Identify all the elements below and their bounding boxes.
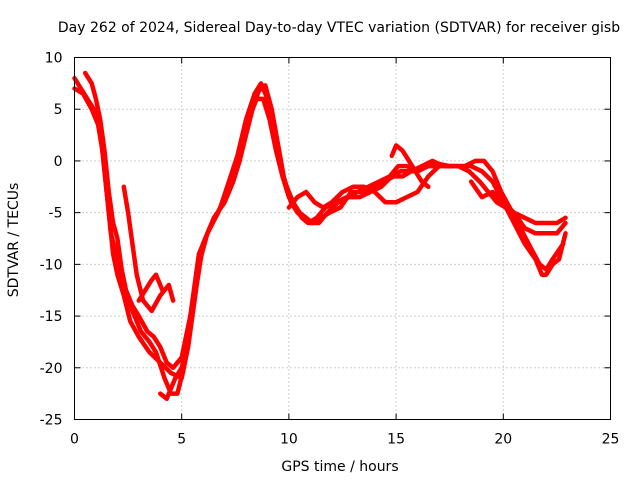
y-tick-label: 10: [45, 51, 63, 67]
data-series-track-5: [136, 272, 165, 303]
y-tick-label: -25: [40, 413, 63, 429]
x-tick-label: 10: [280, 432, 298, 448]
y-tick-label: 5: [54, 102, 63, 118]
axis-ticks: 0 5 10 15 20 25 10 5 0 -5 -10 -15 -20 -25: [40, 51, 620, 448]
y-tick-label: -10: [40, 257, 63, 273]
x-tick-label: 5: [177, 432, 186, 448]
data-series-track-4: [121, 184, 176, 314]
x-tick-label: 0: [70, 432, 79, 448]
data-series-track-9: [468, 179, 568, 226]
data-series-track-3: [82, 70, 566, 371]
x-tick-label: 25: [602, 432, 620, 448]
x-tick-label: 15: [387, 432, 405, 448]
y-tick-label: -15: [40, 309, 63, 325]
x-tick-label: 20: [494, 432, 512, 448]
plot-area: [72, 70, 568, 402]
data-series-track-7: [286, 163, 442, 210]
y-axis-label: SDTVAR / TECUs: [6, 183, 22, 298]
data-series-track-6: [158, 334, 191, 402]
chart-title: Day 262 of 2024, Sidereal Day-to-day VTE…: [58, 20, 620, 36]
y-tick-label: -20: [40, 361, 63, 377]
y-tick-label: 0: [54, 154, 63, 170]
data-series-track-8: [389, 143, 431, 190]
x-axis-label: GPS time / hours: [281, 459, 398, 475]
plot-frame: [74, 57, 611, 420]
grid: [74, 57, 611, 420]
y-tick-label: -5: [49, 206, 63, 222]
